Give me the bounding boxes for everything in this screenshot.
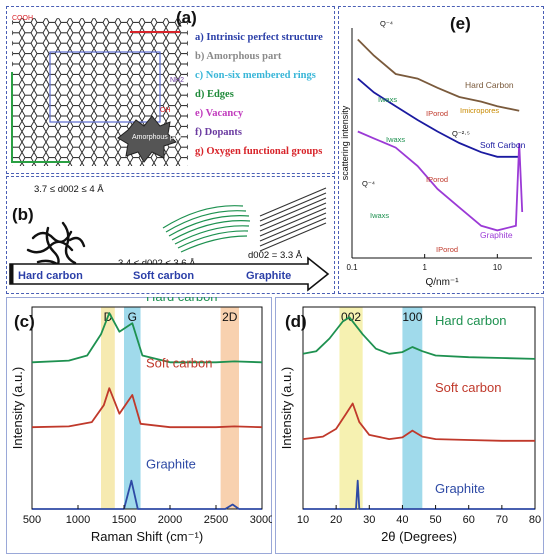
panel-label: (d) xyxy=(285,312,307,331)
x-axis-title: Raman Shift (cm⁻¹) xyxy=(91,529,203,544)
x-tick-label: 80 xyxy=(529,514,541,526)
xrd-chart: 002 100 Hard carbon Soft carbon Graphite 10 20… xyxy=(279,306,541,544)
series-label: Soft carbon xyxy=(146,356,213,371)
legend-item-b: b) Amorphous part xyxy=(195,51,282,62)
series-line-0 xyxy=(31,312,263,364)
legend-item-g: g) Oxygen functional groups xyxy=(195,146,323,157)
y-axis-title: Intensity (a.u.) xyxy=(10,367,25,449)
series-label: Graphite xyxy=(146,457,196,472)
band-2D xyxy=(220,307,239,509)
saxs-annotation: IPorod xyxy=(426,109,448,118)
panel-c xyxy=(6,297,272,554)
x-tick-label: 500 xyxy=(23,514,41,526)
saxs-annotation: IPorod xyxy=(436,245,458,254)
band-002 xyxy=(339,307,363,509)
y-axis-title: scattering intensity xyxy=(340,105,350,180)
saxs-annotation: Q⁻⁴ xyxy=(362,179,375,188)
arrow-label-graphite: Graphite xyxy=(246,270,291,282)
band-label: G xyxy=(128,310,137,324)
x-tick-label: 1000 xyxy=(66,514,90,526)
arrow-label-soft: Soft carbon xyxy=(133,270,194,282)
saxs-annotation: Q⁻⁴ xyxy=(380,19,393,28)
graphite-spacing-label: d002 = 3.3 Å xyxy=(248,250,303,261)
saxs-annotation: IPorod xyxy=(426,175,448,184)
saxs-annotation: Iwaxs xyxy=(378,95,397,104)
x-tick-label: 0.1 xyxy=(346,263,358,272)
series-line-1 xyxy=(31,387,263,429)
y-axis-title: Intensity (a.u.) xyxy=(279,367,294,449)
panel-d xyxy=(275,297,544,554)
series-line-1 xyxy=(302,402,535,442)
amorphous-label: Amorphous part xyxy=(132,134,182,141)
saxs-series-0 xyxy=(357,38,520,112)
legend-item-e: e) Vacancy xyxy=(195,108,244,119)
x-tick-label: 2500 xyxy=(204,514,228,526)
series-line-2 xyxy=(303,479,535,510)
saxs-chart: Hard Carbon Soft Carbon Graphite Q⁻⁴ Q⁻⁴ Q⁻²·… xyxy=(340,19,532,288)
series-line-2 xyxy=(32,479,262,510)
band-G xyxy=(124,307,141,509)
x-tick-label: 1 xyxy=(422,263,427,272)
x-tick-label: 30 xyxy=(363,514,375,526)
x-tick-label: 3000 xyxy=(250,514,272,526)
band-label: 002 xyxy=(341,310,361,324)
legend-item-a: a) Intrinsic perfect structure xyxy=(195,32,323,43)
x-tick-label: 1500 xyxy=(112,514,136,526)
x-tick-label: 70 xyxy=(496,514,508,526)
carbon-structures-illustration: 3.7 ≤ d002 ≤ 4 Å 3.4 ≤ d002 ≤ 3.6 Å d002… xyxy=(9,184,330,292)
band-100 xyxy=(402,307,423,509)
series-line-0 xyxy=(302,316,536,360)
svg-text:NH2: NH2 xyxy=(170,77,184,84)
saxs-annotation: Iwaxs xyxy=(386,135,405,144)
legend-item-c: c) Non-six membered rings xyxy=(195,70,316,81)
svg-text:OH: OH xyxy=(160,107,171,114)
progression-arrow xyxy=(9,256,330,292)
x-tick-label: 60 xyxy=(463,514,475,526)
x-axis-title: Q/nm⁻¹ xyxy=(425,277,459,288)
saxs-series-2 xyxy=(357,130,524,232)
x-tick-label: 40 xyxy=(396,514,408,526)
x-tick-label: 2000 xyxy=(158,514,182,526)
series-label: Hard carbon xyxy=(146,297,218,304)
x-tick-label: 20 xyxy=(330,514,342,526)
svg-text:COOH: COOH xyxy=(12,15,33,22)
x-axis-title: 2θ (Degrees) xyxy=(381,529,457,544)
saxs-series-label: Soft Carbon xyxy=(480,140,526,150)
saxs-annotation: Iwaxs xyxy=(370,211,389,220)
x-tick-label: 10 xyxy=(297,514,309,526)
carbon-lattice-illustration: Amorphous part COOH NH2 OH xyxy=(11,15,188,166)
saxs-annotation: Q⁻²·⁵ xyxy=(452,129,470,138)
panel-b-label: (b) xyxy=(12,205,34,224)
saxs-series-label: Graphite xyxy=(480,230,513,240)
saxs-series-label: Hard Carbon xyxy=(465,80,514,90)
arrow-label-hard: Hard carbon xyxy=(18,270,83,282)
band-D xyxy=(101,307,115,509)
x-tick-label: 50 xyxy=(429,514,441,526)
band-label: 100 xyxy=(402,310,422,324)
amorphous-blob xyxy=(117,115,177,163)
legend-item-f: f) Dopants xyxy=(195,127,242,138)
saxs-series-1 xyxy=(357,77,520,158)
panel-label: (c) xyxy=(14,312,35,331)
panel-e xyxy=(338,6,544,294)
series-label: Graphite xyxy=(435,481,485,496)
saxs-annotation: Imicropores xyxy=(460,106,499,115)
band-label: 2D xyxy=(222,310,238,324)
panel-a xyxy=(6,6,335,174)
series-label: Soft carbon xyxy=(435,380,502,395)
legend-item-d: d) Edges xyxy=(195,89,234,100)
panel-b xyxy=(6,176,335,294)
panel-e-label: (e) xyxy=(450,14,471,33)
hard-spacing-label: 3.7 ≤ d002 ≤ 4 Å xyxy=(34,184,104,195)
series-label: Hard carbon xyxy=(435,313,507,328)
x-tick-label: 10 xyxy=(493,263,502,272)
